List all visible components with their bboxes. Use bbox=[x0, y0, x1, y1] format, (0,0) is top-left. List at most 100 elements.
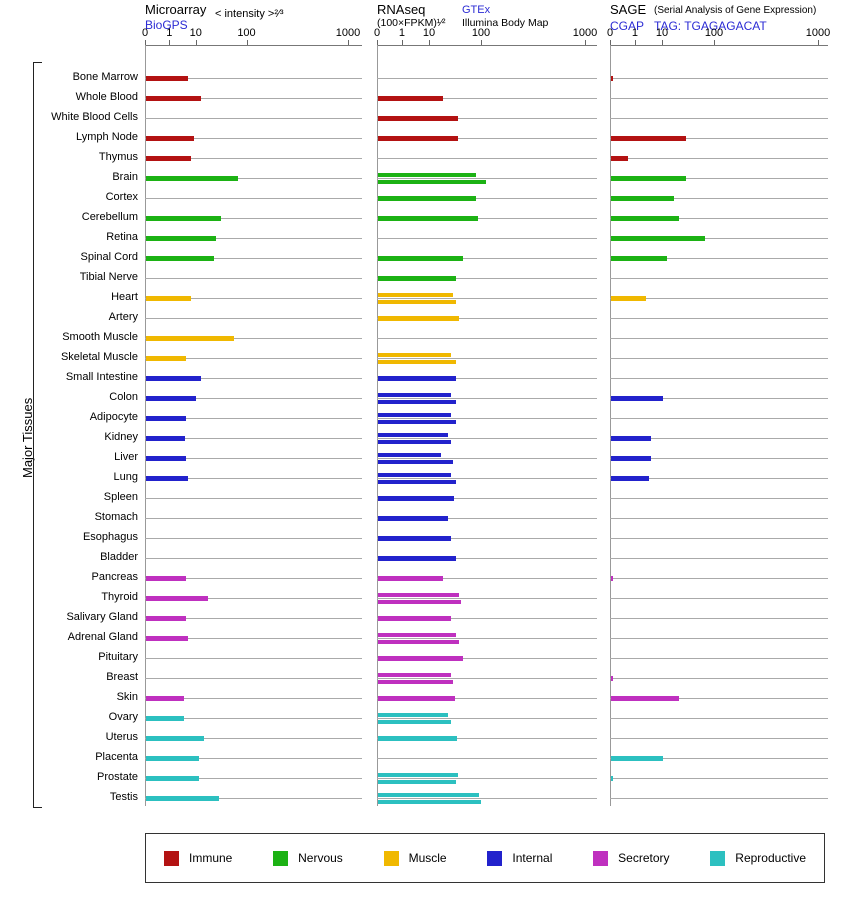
axis-tick-label: 1 bbox=[631, 27, 639, 39]
expression-bar bbox=[378, 536, 451, 541]
expression-bar bbox=[611, 776, 614, 781]
axis-tick-label: 10 bbox=[189, 27, 202, 39]
panel-header-sage: SAGE (Serial Analysis of Gene Expression… bbox=[610, 2, 842, 44]
tissue-row-line bbox=[145, 358, 362, 359]
tissue-row-line bbox=[145, 78, 362, 79]
axis-tick bbox=[145, 40, 146, 45]
tissue-row-line bbox=[377, 278, 597, 279]
tissue-group-bracket bbox=[33, 62, 42, 808]
expression-bar bbox=[378, 720, 451, 724]
tissue-row-line bbox=[610, 458, 828, 459]
panel-header-rnaseq: RNAseq GTEx (100×FPKM)¹⁄² Illumina Body … bbox=[377, 2, 609, 44]
tissue-label: Whole Blood bbox=[75, 91, 138, 103]
tissue-row-line bbox=[377, 758, 597, 759]
legend-item-nervous: Nervous bbox=[273, 850, 343, 866]
tissue-label: Esophagus bbox=[82, 531, 138, 543]
tissue-row-line bbox=[145, 698, 362, 699]
expression-bar bbox=[146, 796, 219, 801]
expression-bar bbox=[146, 76, 188, 81]
tissue-row-line bbox=[377, 658, 597, 659]
tissue-row-line bbox=[610, 498, 828, 499]
expression-bar bbox=[611, 196, 674, 201]
tissue-row-line bbox=[377, 158, 597, 159]
tissue-row-line bbox=[377, 578, 597, 579]
axis-tick-label: 1 bbox=[398, 27, 406, 39]
sage-tag-link[interactable]: TAG: TGAGAGACAT bbox=[654, 19, 767, 33]
tissue-label: Kidney bbox=[104, 431, 138, 443]
expression-bar bbox=[378, 256, 463, 261]
tissue-row-line bbox=[377, 638, 597, 639]
axis-tick-label: 100 bbox=[471, 27, 491, 39]
expression-bar bbox=[378, 473, 451, 477]
expression-bar bbox=[378, 136, 459, 141]
tissue-row-line bbox=[610, 338, 828, 339]
tissue-row-line bbox=[610, 478, 828, 479]
tissue-row-line bbox=[145, 518, 362, 519]
tissue-row-line bbox=[377, 138, 597, 139]
expression-bar bbox=[378, 616, 451, 621]
legend: Immune Nervous Muscle Internal Secretory Repr… bbox=[145, 833, 825, 883]
axis-tick-label: 1000 bbox=[335, 27, 361, 39]
tissue-row-line bbox=[377, 318, 597, 319]
tissue-row-line bbox=[377, 398, 597, 399]
biogps-link[interactable]: BioGPS bbox=[145, 18, 188, 32]
tissue-row-line bbox=[610, 718, 828, 719]
tissue-label: Small Intestine bbox=[65, 371, 138, 383]
expression-bar bbox=[611, 476, 649, 481]
tissue-row-line bbox=[377, 498, 597, 499]
expression-bar bbox=[378, 360, 457, 364]
axis-tick bbox=[662, 40, 663, 45]
axis-tick bbox=[610, 40, 611, 45]
expression-bar bbox=[146, 376, 201, 381]
tissue-row-line bbox=[610, 238, 828, 239]
tissue-label: Lymph Node bbox=[76, 131, 138, 143]
expression-bar bbox=[146, 256, 215, 261]
tissue-label: Breast bbox=[106, 671, 138, 683]
cgap-link[interactable]: CGAP bbox=[610, 19, 645, 33]
expression-bar bbox=[378, 780, 457, 784]
sage-expansion-note: (Serial Analysis of Gene Expression) bbox=[654, 5, 817, 16]
expression-bar bbox=[378, 440, 451, 444]
expression-bar bbox=[378, 420, 457, 424]
expression-bar bbox=[378, 353, 451, 357]
expression-bar bbox=[611, 136, 687, 141]
tissue-row-line bbox=[145, 418, 362, 419]
tissue-row-line bbox=[377, 178, 597, 179]
axis-tick bbox=[377, 40, 378, 45]
expression-bar bbox=[146, 436, 185, 441]
tissue-row-line bbox=[377, 718, 597, 719]
tissue-row-line bbox=[145, 138, 362, 139]
legend-item-secretory: Secretory bbox=[593, 850, 670, 866]
tissue-row-line bbox=[610, 518, 828, 519]
axis-tick bbox=[169, 40, 171, 45]
tissue-row-line bbox=[610, 658, 828, 659]
tissue-label: Lung bbox=[113, 471, 138, 483]
tissue-row-line bbox=[377, 698, 597, 699]
tissue-row-line bbox=[610, 538, 828, 539]
tissue-row-line bbox=[377, 778, 597, 779]
axis-tick bbox=[634, 40, 636, 45]
expression-bar bbox=[146, 136, 195, 141]
expression-bar bbox=[146, 156, 191, 161]
legend-swatch-secretory bbox=[593, 850, 609, 866]
expression-bar bbox=[611, 156, 629, 161]
tissue-row-line bbox=[610, 378, 828, 379]
axis-tick-label: 1 bbox=[166, 27, 173, 39]
gtex-link[interactable]: GTEx bbox=[462, 4, 491, 16]
tissue-label: Stomach bbox=[94, 511, 138, 523]
tissue-row-line bbox=[610, 198, 828, 199]
axis-tick bbox=[246, 40, 248, 45]
axis-tick bbox=[401, 40, 403, 45]
expression-bar bbox=[611, 756, 663, 761]
tissue-row-line bbox=[377, 558, 597, 559]
x-axis-line bbox=[377, 45, 597, 46]
tissue-row-line bbox=[145, 458, 362, 459]
expression-bar bbox=[378, 593, 459, 597]
expression-bar bbox=[378, 316, 459, 321]
expression-bar bbox=[146, 296, 191, 301]
tissue-row-line bbox=[377, 378, 597, 379]
tissue-label: Retina bbox=[106, 231, 138, 243]
expression-bar bbox=[146, 736, 205, 741]
tissue-row-line bbox=[145, 438, 362, 439]
tissue-row-line bbox=[610, 418, 828, 419]
